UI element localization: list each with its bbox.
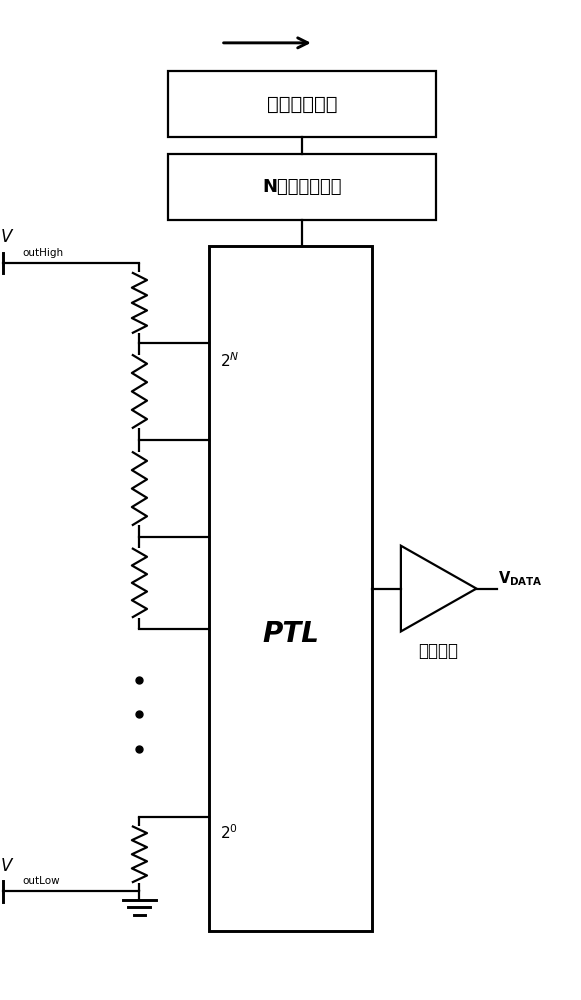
Text: PTL: PTL: [262, 620, 319, 648]
Text: outLow: outLow: [22, 876, 60, 886]
Text: $V$: $V$: [0, 857, 15, 875]
Text: $2^0$: $2^0$: [220, 823, 238, 842]
Text: 数据输入模块: 数据输入模块: [267, 95, 338, 114]
Text: $\mathbf{V}_{\mathbf{DATA}}$: $\mathbf{V}_{\mathbf{DATA}}$: [498, 569, 543, 588]
Text: 输出缓冲: 输出缓冲: [419, 642, 458, 660]
Bar: [209, 246, 372, 931]
Bar: [168, 71, 436, 137]
Text: outHigh: outHigh: [22, 248, 63, 258]
Bar: [168, 154, 436, 220]
Text: $2^N$: $2^N$: [220, 351, 239, 370]
Text: $V$: $V$: [0, 228, 15, 246]
Text: N位锁存器模块: N位锁存器模块: [263, 178, 342, 196]
